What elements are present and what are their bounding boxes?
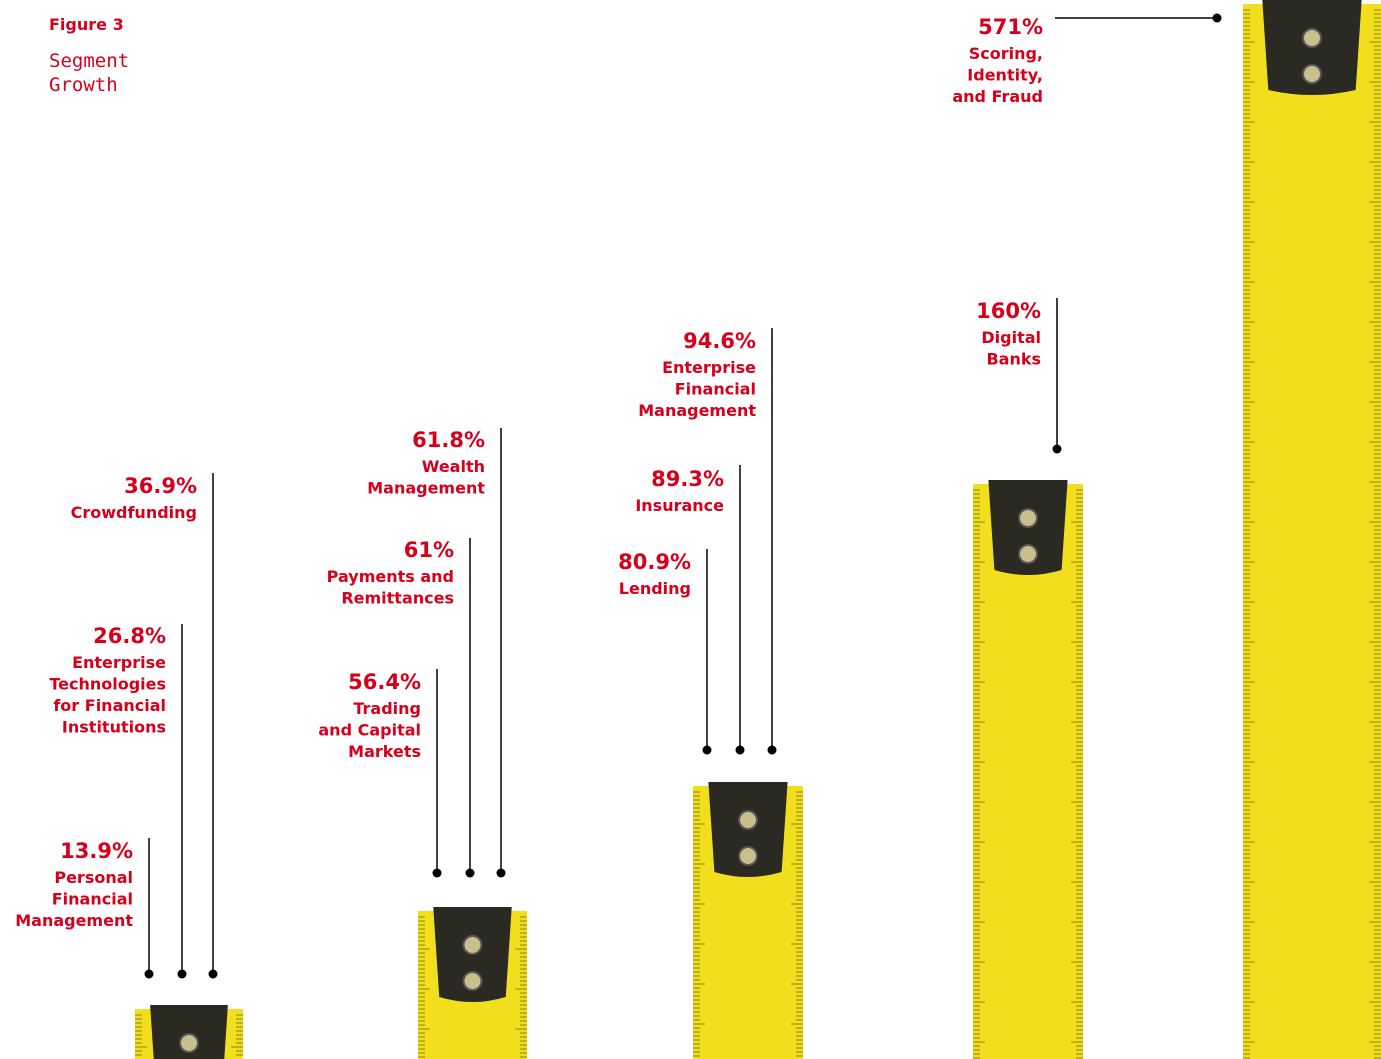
segment-name: Institutions	[62, 718, 166, 737]
rivet	[179, 1033, 199, 1053]
segment-name: Insurance	[635, 496, 724, 515]
tape-body	[973, 484, 1083, 1059]
segment-label: 13.9% Personal Financial Management	[15, 838, 154, 979]
segment-name: Technologies	[49, 675, 166, 694]
tape	[1243, 0, 1381, 1059]
segment-name: Personal	[54, 868, 133, 887]
segment-name: Scoring,	[969, 44, 1043, 63]
tape	[135, 1005, 243, 1059]
rivet	[1302, 64, 1322, 84]
segment-label: 89.3% Insurance	[635, 465, 745, 755]
segment-value: 61.8%	[412, 428, 485, 452]
leader-dot	[496, 868, 506, 878]
leader-dot	[177, 969, 187, 979]
segment-label: 160% Digital Banks	[976, 298, 1062, 454]
leader-dot	[465, 868, 475, 878]
segment-name: Markets	[348, 742, 421, 761]
rivet	[1018, 544, 1038, 564]
tape-ticks	[693, 791, 803, 1057]
segment-name: Digital	[981, 328, 1041, 347]
segment-label: 56.4% Trading and Capital Markets	[318, 669, 442, 878]
segment-name: Management	[367, 479, 485, 498]
segment-name: Enterprise	[662, 358, 756, 377]
segment-name: Payments and	[327, 567, 454, 586]
segment-name: Wealth	[422, 457, 485, 476]
rivet	[738, 810, 758, 830]
rivet	[462, 971, 483, 991]
segment-label: 571% Scoring, Identity, and Fraud	[952, 13, 1222, 106]
segment-value: 160%	[976, 299, 1041, 323]
title-line: Segment	[49, 50, 129, 72]
segment-label: 26.8% Enterprise Technologies for Financial…	[49, 624, 187, 979]
tape-ticks	[973, 489, 1083, 1059]
leader-dot	[1052, 444, 1062, 454]
segment-value: 13.9%	[60, 839, 133, 863]
labels: 13.9% Personal Financial Management 26.8% Ent…	[15, 13, 1222, 979]
leader-dot	[702, 745, 712, 755]
rivet	[462, 935, 483, 955]
tapes	[135, 0, 1381, 1059]
segment-label: 94.6% Enterprise Financial Management	[638, 328, 777, 755]
tape-clip	[150, 1005, 228, 1059]
tape-ticks	[135, 1014, 243, 1056]
segment-name: Lending	[619, 579, 691, 598]
segment-name: Management	[638, 401, 756, 420]
segment-name: Financial	[52, 890, 133, 909]
leader-dot	[432, 868, 442, 878]
tape-body	[1243, 4, 1381, 1059]
segment-name: Enterprise	[72, 653, 166, 672]
segment-value: 571%	[978, 15, 1043, 39]
leader-dot	[1212, 13, 1222, 23]
segment-name: and Fraud	[952, 87, 1043, 106]
segment-label: 80.9% Lending	[618, 549, 712, 755]
segment-value: 26.8%	[93, 624, 166, 648]
segment-name: Banks	[986, 350, 1041, 369]
tape-ticks	[1243, 9, 1381, 1059]
segment-label: 61.8% Wealth Management	[367, 428, 506, 878]
segment-name: for Financial	[53, 696, 166, 715]
leader-dot	[767, 745, 777, 755]
segment-name: Financial	[675, 380, 756, 399]
segment-label: 36.9% Crowdfunding	[71, 473, 218, 979]
segment-value: 36.9%	[124, 474, 197, 498]
title-line: Growth	[49, 74, 118, 96]
segment-value: 94.6%	[683, 329, 756, 353]
leader-dot	[735, 745, 745, 755]
leader-dot	[144, 969, 154, 979]
segment-value: 80.9%	[618, 550, 691, 574]
rivet	[738, 846, 758, 866]
segment-value: 61%	[404, 538, 454, 562]
tape-ticks	[418, 916, 527, 1058]
segment-value: 89.3%	[651, 467, 724, 491]
segment-name: Remittances	[341, 589, 454, 608]
segment-name: Trading	[353, 699, 421, 718]
segment-value: 56.4%	[348, 670, 421, 694]
figure-label: Figure 3	[49, 15, 124, 34]
rivet	[1302, 28, 1322, 48]
tape	[693, 782, 803, 1059]
tape	[973, 480, 1083, 1059]
tape	[418, 907, 527, 1059]
segment-label: 61% Payments and Remittances	[327, 538, 475, 878]
leader-dot	[208, 969, 218, 979]
segment-name: and Capital	[318, 721, 421, 740]
segment-name: Crowdfunding	[71, 503, 197, 522]
rivet	[1018, 508, 1038, 528]
segment-name: Identity,	[967, 66, 1043, 85]
segment-name: Management	[15, 911, 133, 930]
